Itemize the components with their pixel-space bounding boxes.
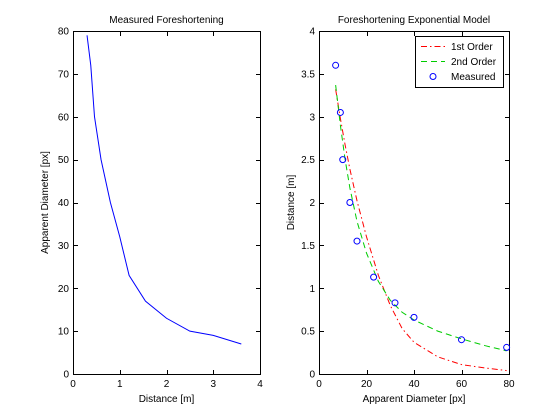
legend: 1st Order 2nd Order Measured bbox=[415, 36, 504, 88]
y-tick-label: 4 bbox=[309, 27, 315, 38]
x-tick-label: 40 bbox=[408, 379, 420, 390]
y-tick-label: 20 bbox=[58, 284, 70, 295]
series-2 bbox=[335, 84, 507, 352]
y-tick-label: 3 bbox=[309, 112, 315, 123]
chart-title: Measured Foreshortening bbox=[109, 15, 224, 26]
y-tick-label: 1 bbox=[309, 284, 315, 295]
data-point bbox=[336, 108, 344, 116]
y-axis-label: Distance [m] bbox=[286, 174, 297, 230]
series-3 bbox=[332, 61, 511, 351]
y-tick-label: 2 bbox=[309, 198, 315, 209]
data-point bbox=[332, 61, 340, 69]
data-point bbox=[353, 237, 361, 245]
x-axis-label: Distance [m] bbox=[139, 394, 195, 405]
data-point bbox=[391, 299, 399, 307]
y-tick-label: 30 bbox=[58, 241, 70, 252]
y-tick-label: 0 bbox=[63, 370, 69, 381]
y-tick-label: 50 bbox=[58, 155, 70, 166]
series-1 bbox=[86, 35, 242, 345]
y-tick-label: 1.5 bbox=[301, 241, 315, 252]
y-tick-label: 70 bbox=[58, 69, 70, 80]
data-point bbox=[339, 156, 347, 164]
data-point bbox=[458, 336, 465, 344]
x-tick-label: 20 bbox=[361, 379, 373, 390]
axes-frame bbox=[73, 31, 261, 375]
series-line bbox=[335, 84, 507, 352]
legend-entry: 1st Order bbox=[451, 42, 493, 53]
legend-entry: 2nd Order bbox=[451, 57, 497, 68]
chart-title: Foreshortening Exponential Model bbox=[338, 15, 490, 26]
data-point bbox=[370, 273, 378, 281]
y-tick-label: 3.5 bbox=[301, 69, 315, 80]
x-tick-label: 3 bbox=[210, 379, 216, 390]
x-tick-label: 0 bbox=[70, 379, 76, 390]
x-tick-label: 1 bbox=[117, 379, 123, 390]
chart-2: 0 20 40 60 80 0 0.5 1 1.5 2 2.5 3 3.5 4 Foreshortening… bbox=[286, 15, 515, 405]
x-tick-label: 2 bbox=[164, 379, 170, 390]
x-tick-label: 60 bbox=[456, 379, 468, 390]
data-point bbox=[503, 343, 511, 351]
y-tick-label: 10 bbox=[58, 327, 70, 338]
x-tick-label: 4 bbox=[257, 379, 263, 390]
x-tick-label: 0 bbox=[316, 379, 322, 390]
y-tick-label: 2.5 bbox=[301, 155, 315, 166]
y-tick-label: 60 bbox=[58, 112, 70, 123]
data-point bbox=[410, 313, 418, 321]
series-line bbox=[86, 35, 242, 345]
y-tick-label: 40 bbox=[58, 198, 70, 209]
x-axis-label: Apparent Diameter [px] bbox=[363, 394, 466, 405]
legend-entry: Measured bbox=[451, 72, 495, 83]
legend-box bbox=[415, 36, 504, 88]
data-point bbox=[346, 199, 354, 206]
legend-marker bbox=[429, 73, 437, 80]
x-tick-label: 80 bbox=[503, 379, 515, 390]
y-tick-label: 80 bbox=[58, 27, 70, 38]
y-axis-label: Apparent Diameter [px] bbox=[40, 151, 51, 254]
y-tick-label: 0 bbox=[309, 370, 315, 381]
y-tick-label: 0.5 bbox=[301, 327, 315, 338]
axes-frame bbox=[319, 31, 510, 375]
